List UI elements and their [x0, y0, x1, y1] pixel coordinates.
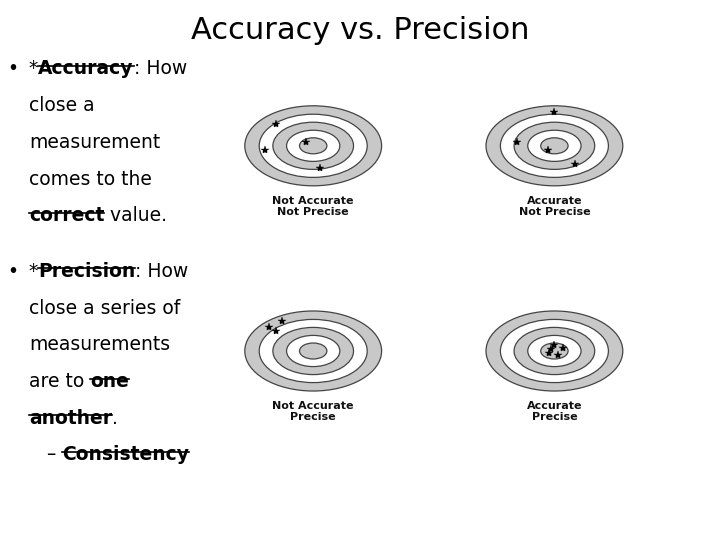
Ellipse shape	[259, 319, 367, 382]
Text: –: –	[29, 446, 62, 464]
Ellipse shape	[500, 319, 608, 382]
Text: Accuracy vs. Precision: Accuracy vs. Precision	[191, 16, 529, 45]
Text: Not Accurate
Precise: Not Accurate Precise	[272, 401, 354, 422]
Ellipse shape	[287, 130, 340, 161]
Text: Not Accurate
Not Precise: Not Accurate Not Precise	[272, 195, 354, 217]
Ellipse shape	[273, 122, 354, 170]
Text: measurement: measurement	[29, 133, 160, 152]
Text: Accurate
Not Precise: Accurate Not Precise	[518, 195, 590, 217]
Text: are to: are to	[29, 372, 90, 391]
Text: Precision: Precision	[38, 262, 135, 281]
Text: *: *	[29, 59, 38, 78]
Text: Consistency: Consistency	[62, 446, 189, 464]
Ellipse shape	[273, 327, 354, 375]
Ellipse shape	[287, 335, 340, 367]
Text: another: another	[29, 409, 112, 428]
Ellipse shape	[528, 335, 581, 367]
Ellipse shape	[500, 114, 608, 177]
Text: measurements: measurements	[29, 335, 170, 354]
Ellipse shape	[541, 343, 568, 359]
Ellipse shape	[300, 138, 327, 154]
Text: close a: close a	[29, 96, 94, 115]
Ellipse shape	[245, 106, 382, 186]
Text: •: •	[7, 262, 18, 281]
Ellipse shape	[300, 343, 327, 359]
Text: .: .	[112, 409, 118, 428]
Text: one: one	[90, 372, 129, 391]
Text: correct: correct	[29, 206, 104, 225]
Ellipse shape	[259, 114, 367, 177]
Text: •: •	[7, 59, 18, 78]
Text: Accuracy: Accuracy	[38, 59, 133, 78]
Ellipse shape	[528, 130, 581, 161]
Text: : How: : How	[133, 59, 186, 78]
Ellipse shape	[486, 311, 623, 391]
Text: value.: value.	[104, 206, 167, 225]
Text: : How: : How	[135, 262, 189, 281]
Ellipse shape	[245, 311, 382, 391]
Text: close a series of: close a series of	[29, 299, 180, 318]
Ellipse shape	[486, 106, 623, 186]
Ellipse shape	[514, 122, 595, 170]
Text: comes to the: comes to the	[29, 170, 152, 188]
Text: Accurate
Precise: Accurate Precise	[526, 401, 582, 422]
Ellipse shape	[514, 327, 595, 375]
Ellipse shape	[541, 138, 568, 154]
Text: *: *	[29, 262, 38, 281]
